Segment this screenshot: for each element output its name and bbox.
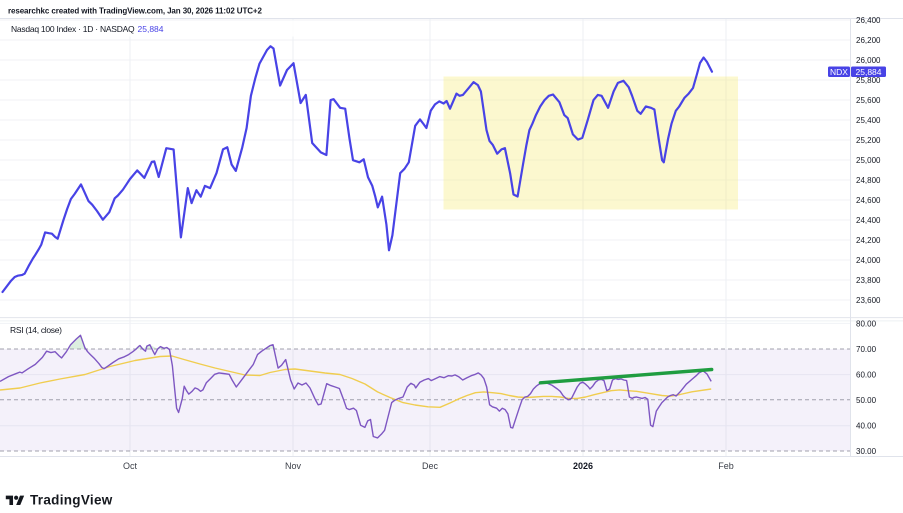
- svg-text:24,200: 24,200: [856, 236, 881, 245]
- svg-text:23,600: 23,600: [856, 296, 881, 305]
- svg-text:60.00: 60.00: [856, 371, 877, 380]
- svg-text:RSI (14, close): RSI (14, close): [10, 325, 62, 335]
- svg-text:26,000: 26,000: [856, 56, 881, 65]
- svg-text:25,884: 25,884: [138, 24, 164, 34]
- svg-text:Nov: Nov: [285, 461, 302, 471]
- svg-text:40.00: 40.00: [856, 422, 877, 431]
- svg-text:Oct: Oct: [123, 461, 138, 471]
- svg-text:24,800: 24,800: [856, 176, 881, 185]
- svg-text:24,400: 24,400: [856, 216, 881, 225]
- svg-text:25,200: 25,200: [856, 136, 881, 145]
- svg-text:Feb: Feb: [718, 461, 734, 471]
- svg-text:23,800: 23,800: [856, 276, 881, 285]
- svg-text:researchkc created with Tradin: researchkc created with TradingView.com,…: [8, 7, 263, 16]
- svg-text:26,400: 26,400: [856, 16, 881, 25]
- svg-text:25,884: 25,884: [856, 67, 882, 77]
- svg-text:Dec: Dec: [422, 461, 439, 471]
- svg-text:Nasdaq 100 Index · 1D · NASDAQ: Nasdaq 100 Index · 1D · NASDAQ: [11, 24, 135, 34]
- svg-text:25,800: 25,800: [856, 76, 881, 85]
- svg-text:25,000: 25,000: [856, 156, 881, 165]
- svg-text:25,400: 25,400: [856, 116, 881, 125]
- svg-text:25,600: 25,600: [856, 96, 881, 105]
- svg-text:26,200: 26,200: [856, 36, 881, 45]
- svg-text:30.00: 30.00: [856, 447, 877, 456]
- svg-text:NDX: NDX: [830, 67, 848, 77]
- svg-text:70.00: 70.00: [856, 345, 877, 354]
- svg-text:TradingView: TradingView: [30, 493, 113, 508]
- svg-text:50.00: 50.00: [856, 396, 877, 405]
- svg-text:80.00: 80.00: [856, 319, 877, 328]
- svg-text:24,600: 24,600: [856, 196, 881, 205]
- svg-text:2026: 2026: [573, 461, 593, 471]
- svg-text:24,000: 24,000: [856, 256, 881, 265]
